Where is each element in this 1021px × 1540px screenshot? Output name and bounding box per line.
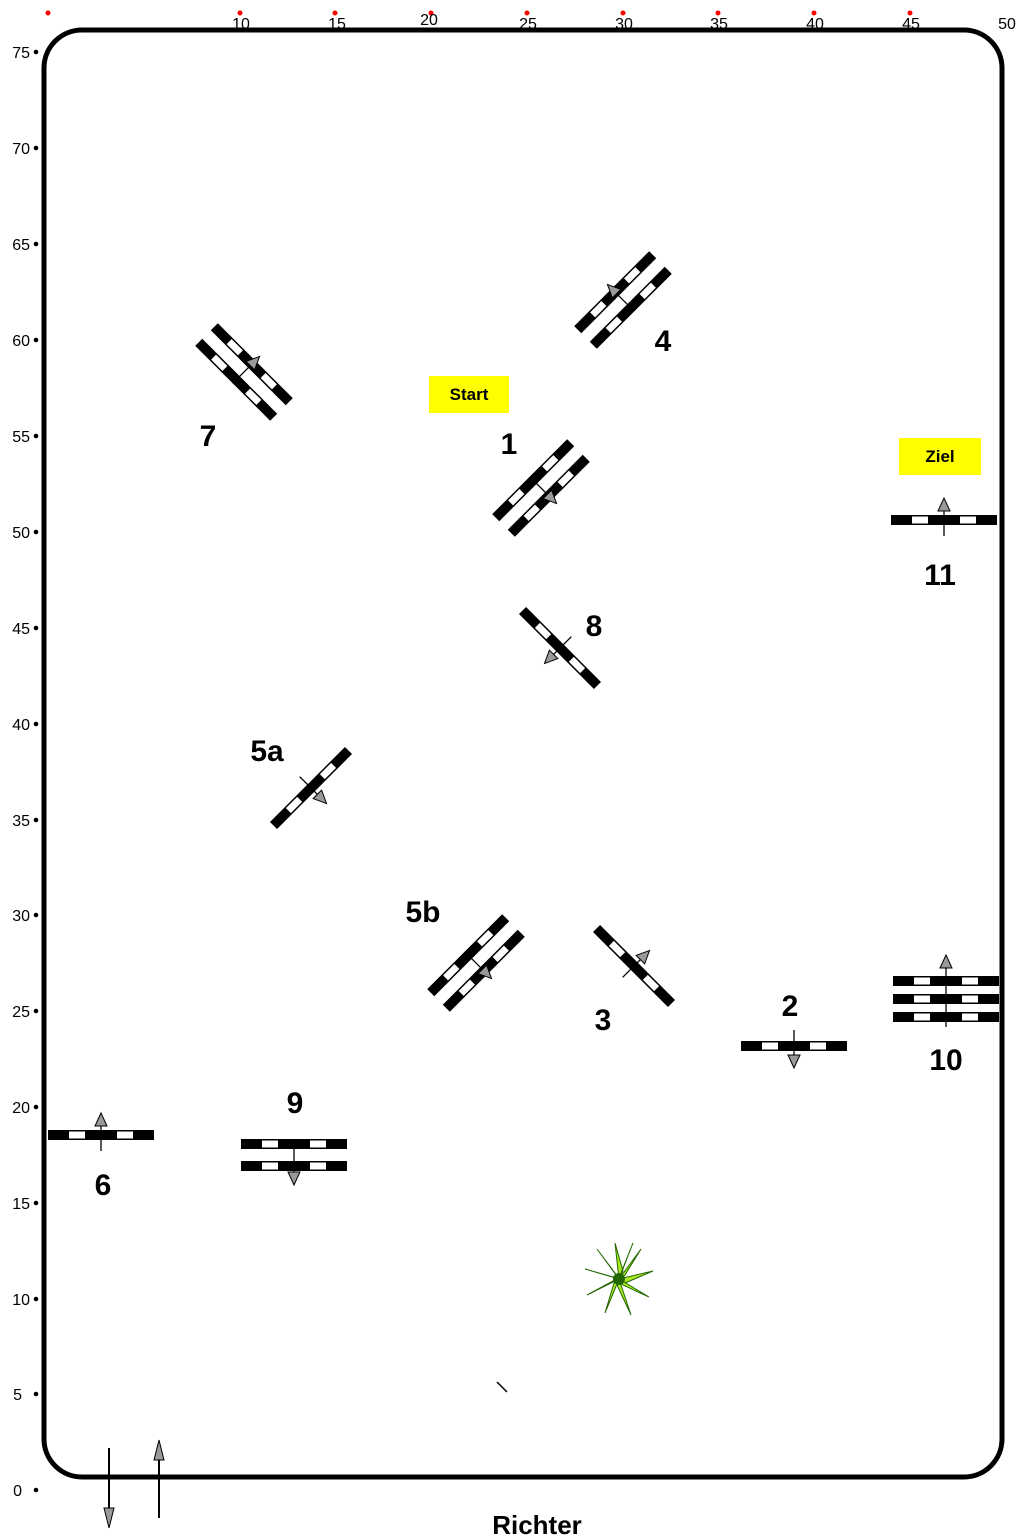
obstacle-5b: 5b	[405, 896, 525, 1012]
y-tick-dot	[33, 49, 39, 55]
x-tick-dot	[524, 10, 530, 16]
obstacle-label: 7	[200, 420, 217, 453]
y-tick-label: 15	[12, 1196, 30, 1213]
judge-label: Richter	[492, 1510, 582, 1540]
x-tick-label: 35	[710, 16, 728, 33]
obstacle-label: 5b	[405, 896, 440, 929]
y-tick-dot	[33, 241, 39, 247]
obstacle-label: 4	[655, 325, 672, 358]
x-tick-dot	[428, 10, 434, 16]
y-tick-label: 60	[12, 333, 30, 350]
y-tick-dot	[33, 337, 39, 343]
y-tick-label: 55	[12, 429, 30, 446]
obstacle-label: 6	[95, 1169, 112, 1202]
y-tick-label: 50	[12, 525, 30, 542]
x-tick-dot	[620, 10, 626, 16]
x-tick-dot	[237, 10, 243, 16]
finish-label: Ziel	[925, 447, 954, 466]
obstacle-9: 9	[241, 1087, 347, 1186]
obstacle-11: 11	[891, 497, 997, 592]
obstacle-label: 2	[782, 990, 799, 1023]
obstacle-label: 1	[501, 428, 518, 461]
y-tick-label: 70	[12, 141, 30, 158]
y-tick-dot	[33, 912, 39, 918]
y-tick-dot	[33, 529, 39, 535]
y-tick-label: 20	[12, 1100, 30, 1117]
x-tick-dot	[907, 10, 913, 16]
plant-icon	[584, 1242, 654, 1316]
y-tick-label: 10	[12, 1292, 30, 1309]
y-tick-label: 65	[12, 237, 30, 254]
obstacle-3: 3	[592, 924, 676, 1037]
obstacle-label: 11	[924, 559, 956, 592]
y-tick-dot	[33, 433, 39, 439]
ground-mark	[496, 1381, 508, 1393]
y-tick-dot	[33, 1008, 39, 1014]
obstacle-10: 10	[893, 953, 999, 1077]
obstacle-4: 4	[574, 251, 672, 358]
obstacle-label: 8	[586, 610, 603, 643]
x-tick-label: 30	[615, 16, 633, 33]
obstacle-8: 8	[518, 606, 603, 690]
y-tick-label: 5	[13, 1387, 22, 1404]
entry-exit-arrows-icon	[103, 1439, 165, 1529]
y-tick-label: 0	[13, 1483, 22, 1500]
x-tick-label: 40	[806, 16, 824, 33]
y-tick-dot	[33, 1296, 39, 1302]
x-axis: 10 15 20 25 30 35 40 45 50	[45, 10, 1016, 33]
finish-marker: Ziel	[899, 438, 981, 475]
x-tick-label: 50	[998, 16, 1016, 33]
x-tick-label: 20	[420, 12, 438, 29]
obstacle-label: 9	[287, 1087, 304, 1120]
y-tick-label: 45	[12, 621, 30, 638]
y-tick-label: 75	[12, 45, 30, 62]
y-tick-dot	[33, 1391, 39, 1397]
y-tick-dot	[33, 1104, 39, 1110]
y-tick-dot	[33, 1200, 39, 1206]
x-tick-label: 10	[232, 16, 250, 33]
x-tick-label: 45	[902, 16, 920, 33]
y-axis: 75 70 65 60 55 50 45 40 35 30 25 20 15 1…	[12, 45, 39, 1500]
y-tick-label: 25	[12, 1004, 30, 1021]
obstacle-6: 6	[48, 1112, 154, 1202]
obstacle-7: 7	[195, 323, 293, 453]
y-tick-dot	[33, 817, 39, 823]
x-tick-dot	[715, 10, 721, 16]
x-tick-dot	[332, 10, 338, 16]
obstacle-5a: 5a	[250, 735, 353, 830]
y-tick-dot	[33, 145, 39, 151]
obstacle-1: 1	[492, 428, 590, 537]
obstacle-label: 3	[595, 1004, 612, 1037]
y-tick-label: 30	[12, 908, 30, 925]
y-tick-label: 40	[12, 717, 30, 734]
y-tick-dot	[33, 721, 39, 727]
x-tick-dot	[811, 10, 817, 16]
arena-border	[41, 27, 1005, 1480]
start-label: Start	[450, 385, 489, 404]
x-tick-label: 15	[328, 16, 346, 33]
y-tick-dot	[33, 1487, 39, 1493]
start-marker: Start	[429, 376, 509, 413]
y-tick-label: 35	[12, 813, 30, 830]
x-tick-label: 25	[519, 16, 537, 33]
y-tick-dot	[33, 625, 39, 631]
obstacle-label: 10	[929, 1044, 962, 1077]
obstacle-label: 5a	[250, 735, 284, 768]
obstacle-2: 2	[741, 990, 847, 1069]
x-tick-dot	[45, 10, 51, 16]
